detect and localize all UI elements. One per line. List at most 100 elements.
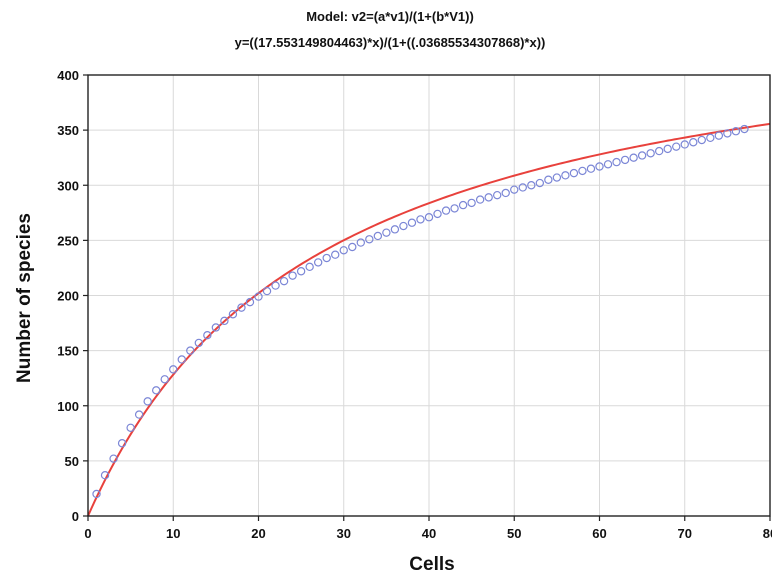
data-point (723, 129, 732, 138)
data-point (654, 146, 664, 156)
data-point (484, 193, 493, 202)
data-point (305, 262, 314, 272)
data-point (151, 386, 161, 395)
data-point (595, 162, 604, 171)
data-point (663, 144, 672, 154)
data-point (646, 149, 655, 158)
x-tick-label: 80 (763, 526, 772, 541)
data-point (475, 195, 485, 204)
chart-subtitle: y=((17.553149804463)*x)/(1+((.0368553430… (235, 35, 546, 50)
data-point (186, 346, 195, 355)
data-point (399, 221, 408, 231)
y-axis-ticks: 0 50 100 150 200 250 300 350 400 (57, 68, 88, 524)
y-tick-label: 250 (57, 233, 79, 248)
y-tick-label: 50 (65, 454, 79, 469)
y-tick-label: 300 (57, 178, 79, 193)
data-point (365, 235, 374, 244)
data-point (228, 310, 238, 319)
data-point (603, 160, 613, 169)
data-point (296, 267, 306, 276)
data-point (322, 253, 331, 263)
data-point (348, 242, 357, 252)
y-tick-label: 200 (57, 289, 79, 304)
data-point (629, 153, 638, 162)
y-tick-label: 350 (57, 123, 79, 138)
model-curve (87, 122, 771, 517)
data-point (356, 238, 365, 247)
data-point (254, 292, 263, 301)
chart-title: Model: v2=(a*v1)/(1+(b*V1)) (306, 9, 474, 24)
y-tick-label: 150 (57, 344, 79, 359)
data-point (100, 471, 110, 480)
data-point (143, 397, 152, 406)
x-tick-label: 30 (337, 526, 351, 541)
data-point (697, 135, 707, 145)
data-point (450, 204, 459, 213)
data-point (672, 142, 681, 151)
data-point (126, 423, 135, 432)
grid (88, 75, 770, 516)
x-tick-label: 50 (507, 526, 521, 541)
data-point (501, 188, 510, 198)
data-point (612, 157, 621, 167)
data-point (689, 138, 698, 147)
data-point (527, 181, 536, 190)
data-point (518, 183, 527, 192)
model-curve-layer (87, 122, 771, 517)
data-point (92, 489, 101, 499)
data-point (109, 454, 118, 463)
data-point (169, 365, 178, 374)
data-point (211, 323, 221, 332)
data-point (731, 127, 741, 136)
data-point (637, 151, 647, 160)
data-point (245, 297, 255, 307)
data-point (407, 218, 417, 227)
data-point (740, 124, 749, 134)
data-points-layer (92, 124, 749, 499)
data-point (117, 439, 127, 448)
data-point (433, 209, 442, 219)
data-point (680, 140, 689, 149)
data-point (458, 200, 468, 210)
data-point (586, 164, 596, 173)
data-point (620, 155, 630, 165)
data-point (339, 246, 348, 255)
data-point (194, 338, 204, 348)
x-tick-label: 60 (592, 526, 606, 541)
data-point (416, 215, 425, 224)
data-point (390, 225, 400, 234)
data-point (373, 231, 383, 241)
data-point (279, 276, 289, 286)
data-point (271, 281, 280, 290)
data-point (220, 316, 229, 326)
data-point (382, 228, 391, 237)
data-point (578, 166, 587, 176)
data-point (331, 250, 340, 259)
x-tick-label: 20 (251, 526, 265, 541)
data-point (177, 355, 186, 364)
data-point (288, 271, 297, 280)
data-point (510, 185, 519, 194)
x-axis-label: Cells (409, 554, 454, 575)
x-tick-label: 70 (678, 526, 692, 541)
data-point (262, 286, 272, 296)
data-point (714, 131, 724, 140)
data-point (569, 168, 579, 178)
x-tick-label: 0 (84, 526, 91, 541)
x-tick-label: 40 (422, 526, 436, 541)
data-point (424, 213, 434, 222)
data-point (706, 133, 715, 143)
x-axis-ticks: 0 10 20 30 40 50 60 70 80 (84, 516, 772, 541)
x-tick-label: 10 (166, 526, 180, 541)
data-point (493, 190, 502, 200)
data-point (313, 258, 323, 267)
data-point (134, 410, 144, 419)
data-point (441, 206, 451, 215)
data-point (561, 171, 570, 180)
y-tick-label: 0 (72, 509, 79, 524)
data-point (552, 173, 562, 182)
data-point (467, 198, 476, 208)
data-point (203, 330, 212, 340)
data-point (160, 375, 169, 384)
